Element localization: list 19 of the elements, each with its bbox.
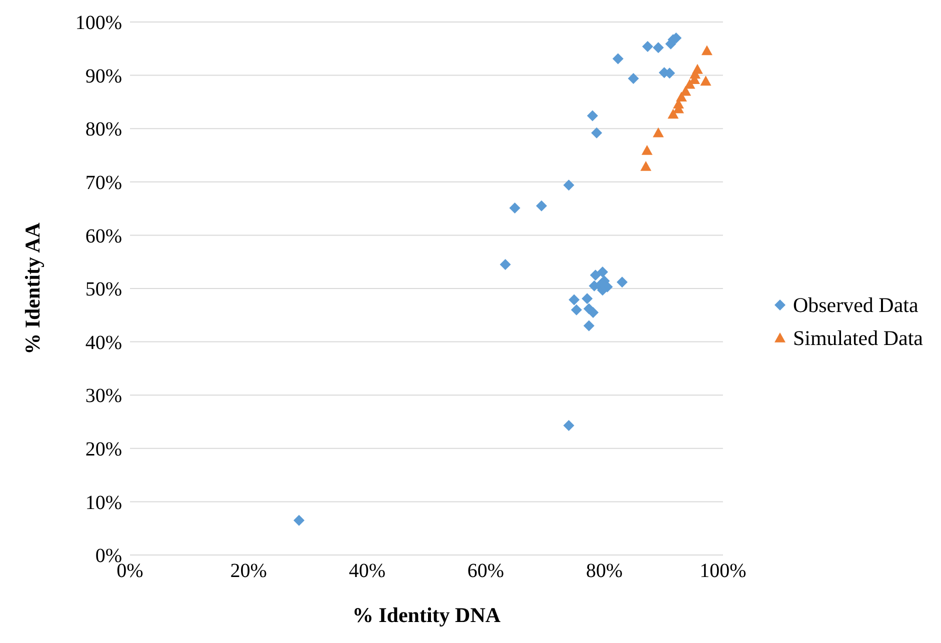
legend-label: Simulated Data (792, 326, 923, 350)
y-tick-label: 30% (85, 385, 122, 408)
y-tick-label: 20% (85, 438, 122, 460)
y-axis-title: % Identity AA (20, 222, 44, 354)
y-tick-label: 70% (85, 172, 122, 194)
y-tick-label: 40% (85, 332, 122, 354)
y-tick-label: 100% (75, 12, 122, 34)
x-tick-label: 100% (700, 560, 746, 582)
y-tick-label: 50% (85, 278, 122, 301)
y-tick-label: 60% (85, 225, 122, 248)
x-tick-label: 40% (348, 560, 386, 582)
y-tick-label: 80% (85, 118, 122, 141)
x-tick-label: 60% (467, 560, 504, 582)
x-tick-label: 80% (586, 560, 623, 582)
y-tick-label: 10% (85, 492, 122, 514)
x-axis-title: % Identity DNA (352, 602, 502, 627)
y-tick-label: 90% (85, 65, 122, 88)
x-tick-label: 20% (230, 560, 267, 582)
legend-label: Observed Data (792, 292, 918, 318)
